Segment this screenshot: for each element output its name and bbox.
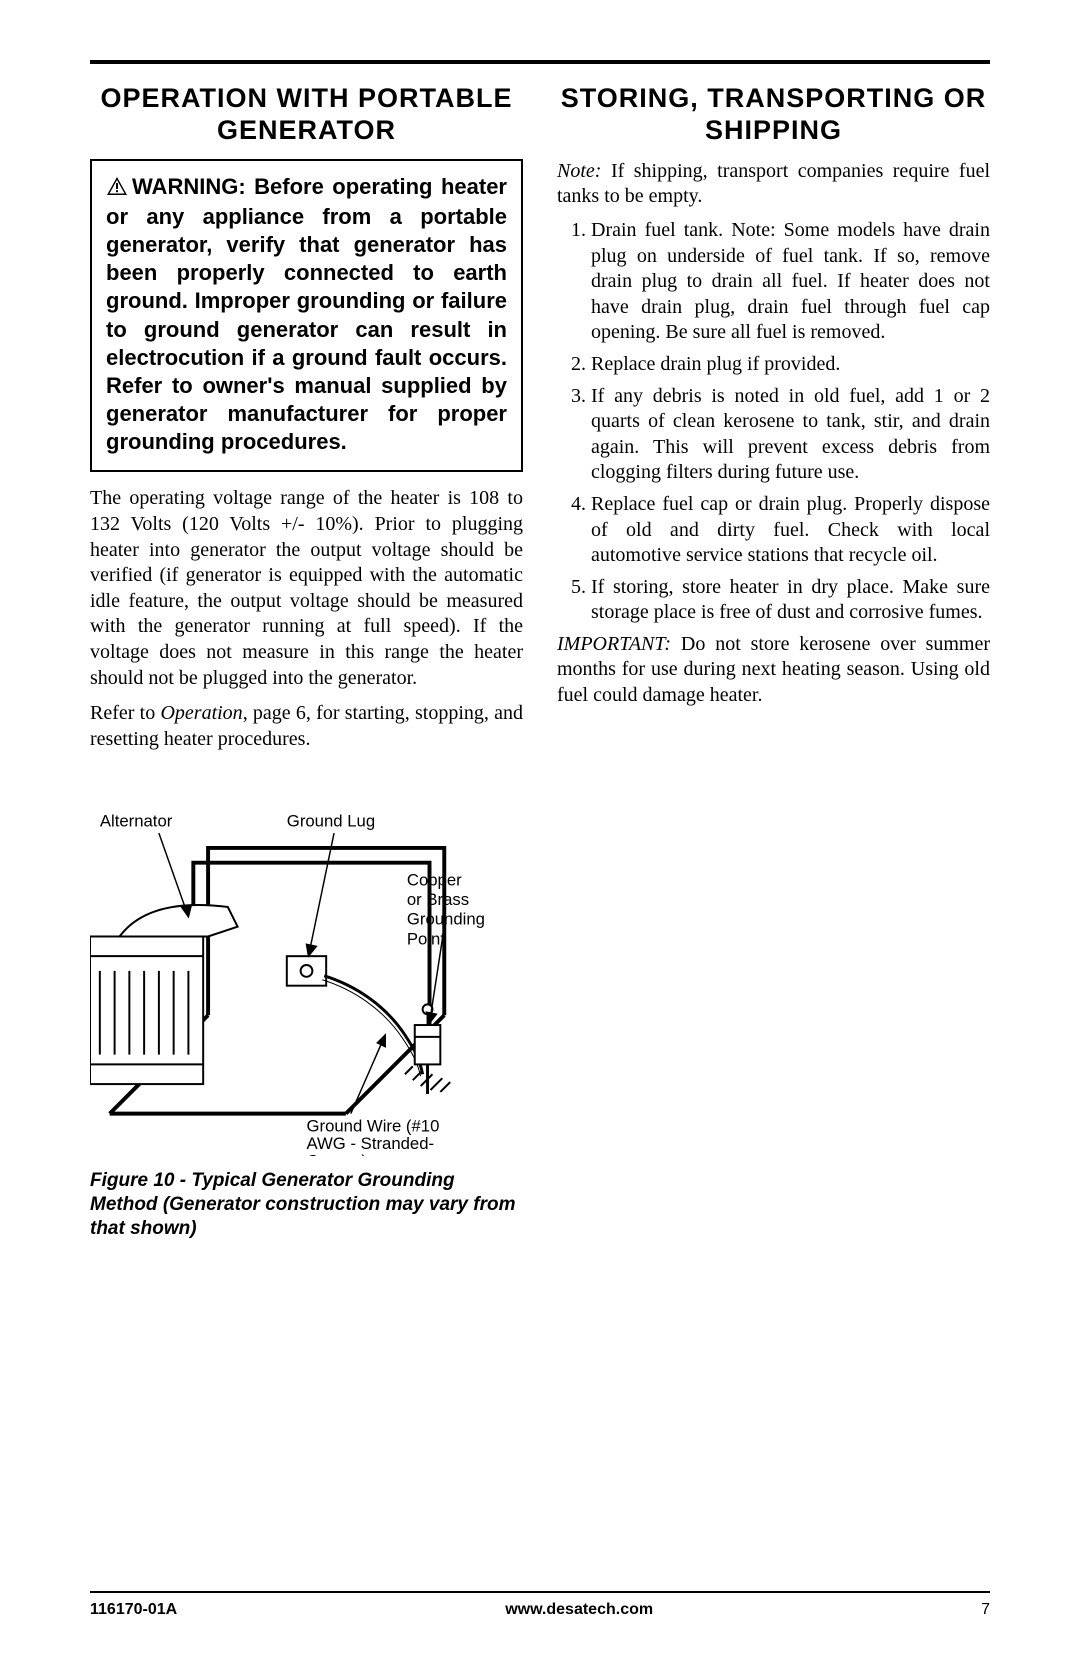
label-ground-lug: Ground Lug (287, 812, 375, 831)
note-prefix: Note: (557, 160, 601, 182)
figure-10: Alternator Ground Lug Copper or Brass Gr… (90, 776, 523, 1240)
page-footer: 116170-01A www.desatech.com 7 (90, 1591, 990, 1619)
para-voltage: The operating voltage range of the heate… (90, 486, 523, 691)
step-5-pre: If storing, store heater in dry place. M… (591, 576, 990, 624)
step-1-ital: Note: (731, 219, 775, 241)
important-note: IMPORTANT: Do not store kerosene over su… (557, 632, 990, 709)
heading-storing: STORING, TRANSPORTING OR SHIPPING (557, 82, 990, 147)
warning-icon (106, 175, 128, 203)
step-5: If storing, store heater in dry place. M… (591, 575, 990, 626)
note-text: If shipping, transport companies require… (557, 160, 990, 208)
footer-url: www.desatech.com (505, 1601, 653, 1619)
step-1-pre: Drain fuel tank. (591, 219, 731, 241)
label-copper-1: Copper (407, 871, 462, 890)
para-refer-operation: Refer to Operation, page 6, for starting… (90, 701, 523, 752)
label-alternator: Alternator (100, 812, 173, 831)
step-3: If any debris is noted in old fuel, add … (591, 384, 990, 486)
heading-operation: OPERATION WITH PORTABLE GENERATOR (90, 82, 523, 147)
footer-page-number: 7 (981, 1601, 990, 1619)
important-prefix: IMPORTANT: (557, 633, 671, 655)
label-wire-2: AWG - Stranded- (307, 1134, 435, 1153)
generator-diagram: Alternator Ground Lug Copper or Brass Gr… (90, 776, 523, 1156)
right-column: STORING, TRANSPORTING OR SHIPPING Note: … (557, 82, 990, 1591)
label-wire-3: Copper) (307, 1152, 367, 1156)
warning-prefix: WARNING: (132, 174, 246, 199)
left-column: OPERATION WITH PORTABLE GENERATOR WARNIN… (90, 82, 523, 1591)
figure-10-caption: Figure 10 - Typical Generator Grounding … (90, 1169, 523, 1240)
step-3-pre: If any debris is noted in old fuel, add … (591, 385, 990, 484)
storage-steps: Drain fuel tank. Note: Some models have … (557, 218, 990, 626)
step-2-pre: Replace drain plug if provided. (591, 353, 840, 375)
para2-pre: Refer to (90, 702, 160, 724)
warning-text: Before operating heater or any appliance… (106, 174, 507, 454)
label-wire-1: Ground Wire (#10 (307, 1117, 440, 1136)
shipping-note: Note: If shipping, transport companies r… (557, 159, 990, 210)
step-4: Replace fuel cap or drain plug. Properly… (591, 492, 990, 569)
label-copper-4: Point (407, 930, 445, 949)
warning-box: WARNING: Before operating heater or any … (90, 159, 523, 473)
step-4-pre: Replace fuel cap or drain plug. Properly… (591, 493, 990, 566)
label-copper-2: or Brass (407, 890, 469, 909)
step-2: Replace drain plug if provided. (591, 352, 990, 378)
label-copper-3: Grounding (407, 910, 485, 929)
para2-ital: Operation (160, 702, 242, 724)
top-rule (90, 60, 990, 64)
step-1: Drain fuel tank. Note: Some models have … (591, 218, 990, 346)
footer-doc-id: 116170-01A (90, 1601, 177, 1619)
